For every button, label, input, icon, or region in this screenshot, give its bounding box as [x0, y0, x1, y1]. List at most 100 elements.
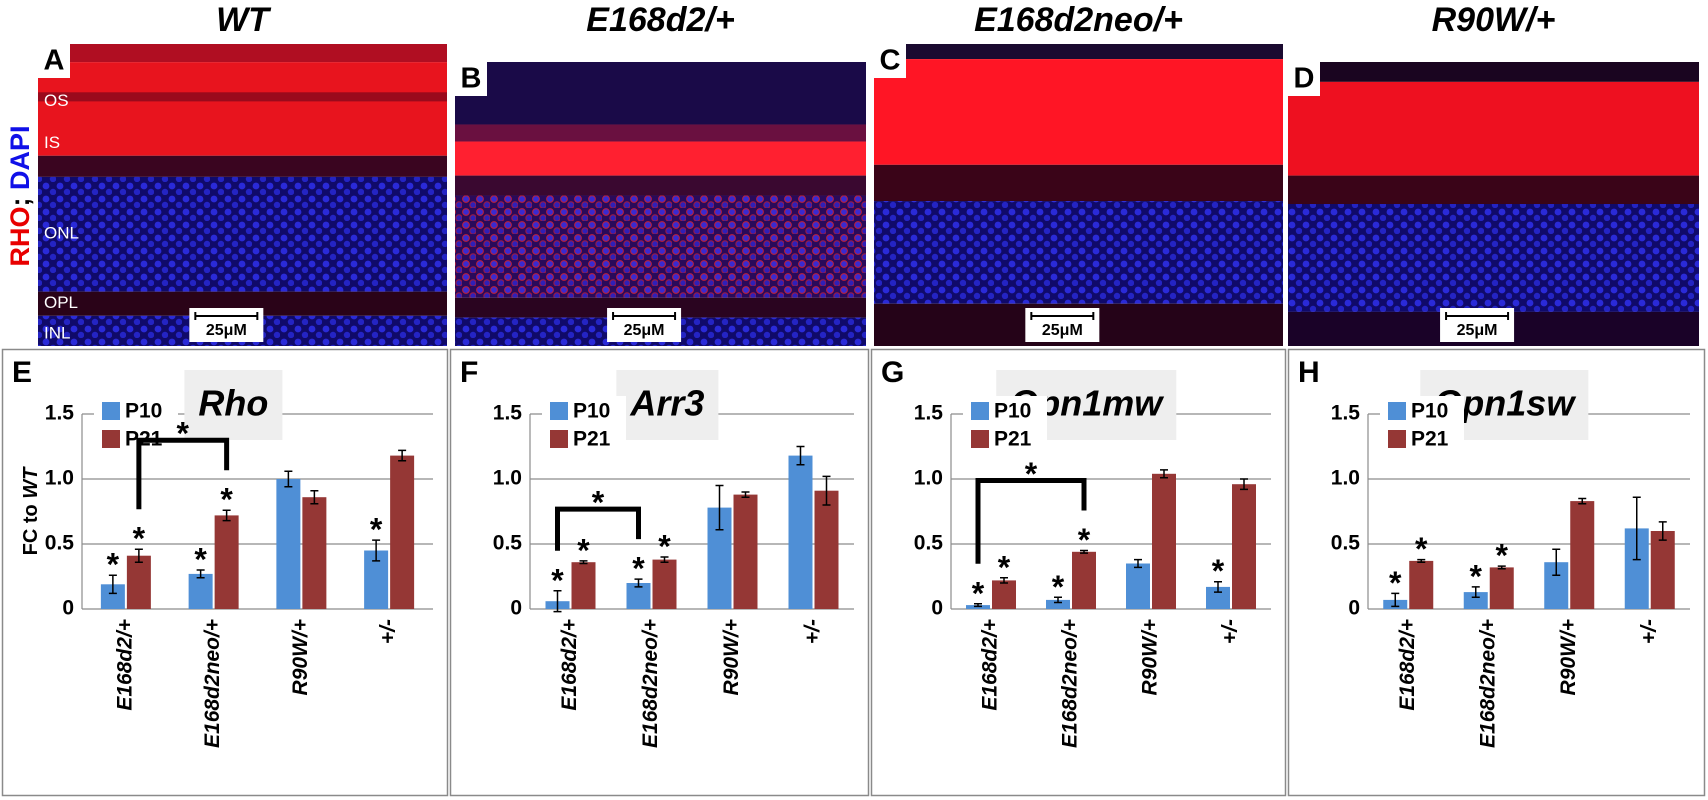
significance-mark: *: [370, 512, 383, 548]
error-bar: [134, 548, 143, 563]
bar: [1409, 560, 1434, 609]
legend-swatch: [971, 402, 989, 420]
tissue-layer: [38, 44, 447, 63]
legend-label: P10: [1411, 400, 1448, 423]
scale-bar: [1445, 312, 1510, 320]
error-bar: [1658, 521, 1667, 541]
bracket-label: *: [1025, 456, 1038, 492]
bar: [390, 455, 415, 609]
stain-label: RHO; DAPI: [5, 125, 35, 266]
x-tick-label: +/-: [1637, 619, 1660, 644]
error-bar: [398, 449, 407, 462]
x-tick-label: +/-: [377, 619, 400, 644]
tissue-layer: [38, 92, 447, 102]
error-bar: [1240, 478, 1248, 491]
panel-letter: H: [1298, 356, 1320, 389]
error-bar: [796, 445, 805, 466]
tissue-layer: [455, 175, 866, 196]
panel-letter-box: [38, 44, 70, 78]
layer-label: OS: [44, 91, 69, 110]
panel-letter-box: [874, 44, 906, 78]
chart-title-box: [184, 370, 283, 440]
legend-swatch: [550, 430, 568, 448]
tissue-layer: [1288, 204, 1699, 312]
significance-mark: *: [194, 541, 207, 577]
panel-title: R90W/+: [1432, 1, 1556, 39]
panel-letter: G: [881, 356, 904, 389]
error-bar: [579, 560, 588, 565]
bar: [1570, 501, 1595, 609]
chart-title-box: [616, 370, 719, 440]
x-tick-label: R90W/+: [720, 619, 743, 695]
error-bar: [1632, 496, 1641, 561]
significance-mark: *: [632, 551, 645, 587]
y-tick-label: 0: [62, 597, 74, 620]
bar: [992, 580, 1016, 609]
legend-swatch: [102, 402, 120, 420]
significance-mark: *: [1212, 553, 1225, 589]
tissue-layer: [455, 141, 866, 176]
bar: [1126, 563, 1150, 609]
tissue-layer: [1288, 81, 1699, 176]
bracket: [555, 506, 641, 551]
x-tick-label: E168d2neo/+: [639, 619, 662, 748]
significance-mark: *: [658, 528, 671, 564]
error-bar: [634, 578, 643, 588]
error-bar: [1497, 565, 1506, 570]
bracket: [975, 478, 1087, 564]
tissue-layer: [1288, 175, 1699, 204]
bar: [733, 494, 758, 609]
x-tick-label: +/-: [801, 619, 824, 644]
legend-label: P10: [994, 400, 1031, 423]
y-tick-label: 0: [510, 597, 522, 620]
x-tick-label: E168d2/+: [1396, 619, 1419, 711]
legend-swatch: [550, 402, 568, 420]
y-tick-label: 1.0: [45, 467, 74, 490]
y-tick-label: 1.5: [914, 402, 944, 425]
tissue-layer: [874, 164, 1283, 202]
bar: [1463, 592, 1488, 609]
y-tick-label: 0: [931, 597, 943, 620]
bar: [126, 555, 151, 609]
significance-mark: *: [220, 482, 233, 518]
x-tick-label: E168d2neo/+: [201, 619, 224, 748]
error-bar: [1552, 548, 1561, 576]
panel-letter: A: [44, 45, 65, 77]
panel-letter-box: [1288, 62, 1320, 96]
error-bar: [553, 590, 562, 613]
x-tick-label: E168d2/+: [558, 619, 581, 711]
tissue-layer: [455, 124, 866, 142]
panel-letter: C: [880, 45, 901, 77]
legend-swatch: [1388, 402, 1406, 420]
bar: [1232, 484, 1256, 609]
significance-mark: *: [1496, 538, 1509, 574]
bar: [276, 479, 301, 609]
error-bar: [108, 574, 117, 595]
bar: [1650, 531, 1675, 609]
scale-bar-box: [607, 308, 682, 342]
x-tick-label: E168d2/+: [113, 619, 136, 711]
panel-title: WT: [216, 1, 272, 39]
error-bar: [715, 484, 724, 531]
x-tick-label: R90W/+: [289, 619, 312, 695]
scale-bar-box: [189, 308, 264, 342]
error-bar: [284, 470, 293, 488]
significance-mark: *: [577, 532, 590, 568]
panel-letter: B: [461, 63, 482, 95]
y-tick-label: 0: [1348, 597, 1360, 620]
bar: [1206, 586, 1230, 609]
error-bar: [1578, 497, 1587, 505]
scale-bar-label: 25μM: [1457, 322, 1498, 339]
bracket-label: *: [177, 416, 190, 452]
layer-label: OPL: [44, 293, 78, 312]
bracket: [136, 437, 230, 510]
error-bar: [1214, 580, 1222, 593]
scale-bar-box: [1025, 308, 1100, 342]
legend-label: P10: [573, 400, 610, 423]
scale-bar-label: 25μM: [1042, 322, 1083, 339]
tissue-layer: [38, 62, 447, 156]
y-tick-label: 0.5: [45, 532, 75, 555]
y-tick-label: 1.5: [493, 402, 523, 425]
x-tick-label: E168d2neo/+: [1059, 619, 1082, 748]
scale-bar-label: 25μM: [624, 322, 665, 339]
